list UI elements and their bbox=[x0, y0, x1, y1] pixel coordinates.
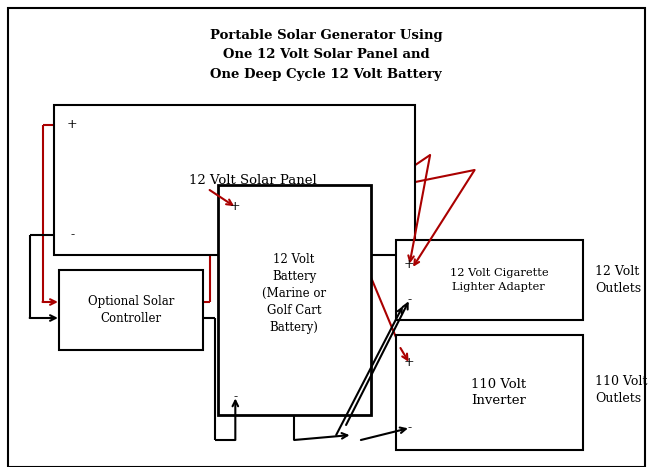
Text: -: - bbox=[407, 422, 411, 434]
Text: +: + bbox=[230, 200, 241, 213]
Text: -: - bbox=[70, 228, 74, 241]
Text: +: + bbox=[404, 259, 414, 271]
Bar bbox=[395, 335, 583, 450]
Text: 12 Volt
Outlets: 12 Volt Outlets bbox=[595, 265, 642, 295]
Text: 12 Volt
Battery
(Marine or
Golf Cart
Battery): 12 Volt Battery (Marine or Golf Cart Bat… bbox=[262, 253, 326, 333]
Bar bbox=[59, 270, 203, 350]
Text: 12 Volt Solar Panel: 12 Volt Solar Panel bbox=[189, 174, 317, 186]
Bar bbox=[218, 185, 371, 415]
Text: Optional Solar
Controller: Optional Solar Controller bbox=[88, 295, 174, 325]
Text: 110 Volt
Outlets: 110 Volt Outlets bbox=[595, 375, 647, 405]
Text: 110 Volt
Inverter: 110 Volt Inverter bbox=[471, 377, 527, 408]
Bar bbox=[54, 105, 415, 255]
Text: +: + bbox=[404, 356, 414, 369]
Bar bbox=[395, 240, 583, 320]
Text: -: - bbox=[407, 293, 411, 306]
Text: Portable Solar Generator Using
One 12 Volt Solar Panel and
One Deep Cycle 12 Vol: Portable Solar Generator Using One 12 Vo… bbox=[210, 29, 443, 81]
Text: +: + bbox=[67, 119, 77, 132]
Text: 12 Volt Cigarette
Lighter Adapter: 12 Volt Cigarette Lighter Adapter bbox=[449, 269, 548, 291]
Text: -: - bbox=[233, 390, 238, 403]
